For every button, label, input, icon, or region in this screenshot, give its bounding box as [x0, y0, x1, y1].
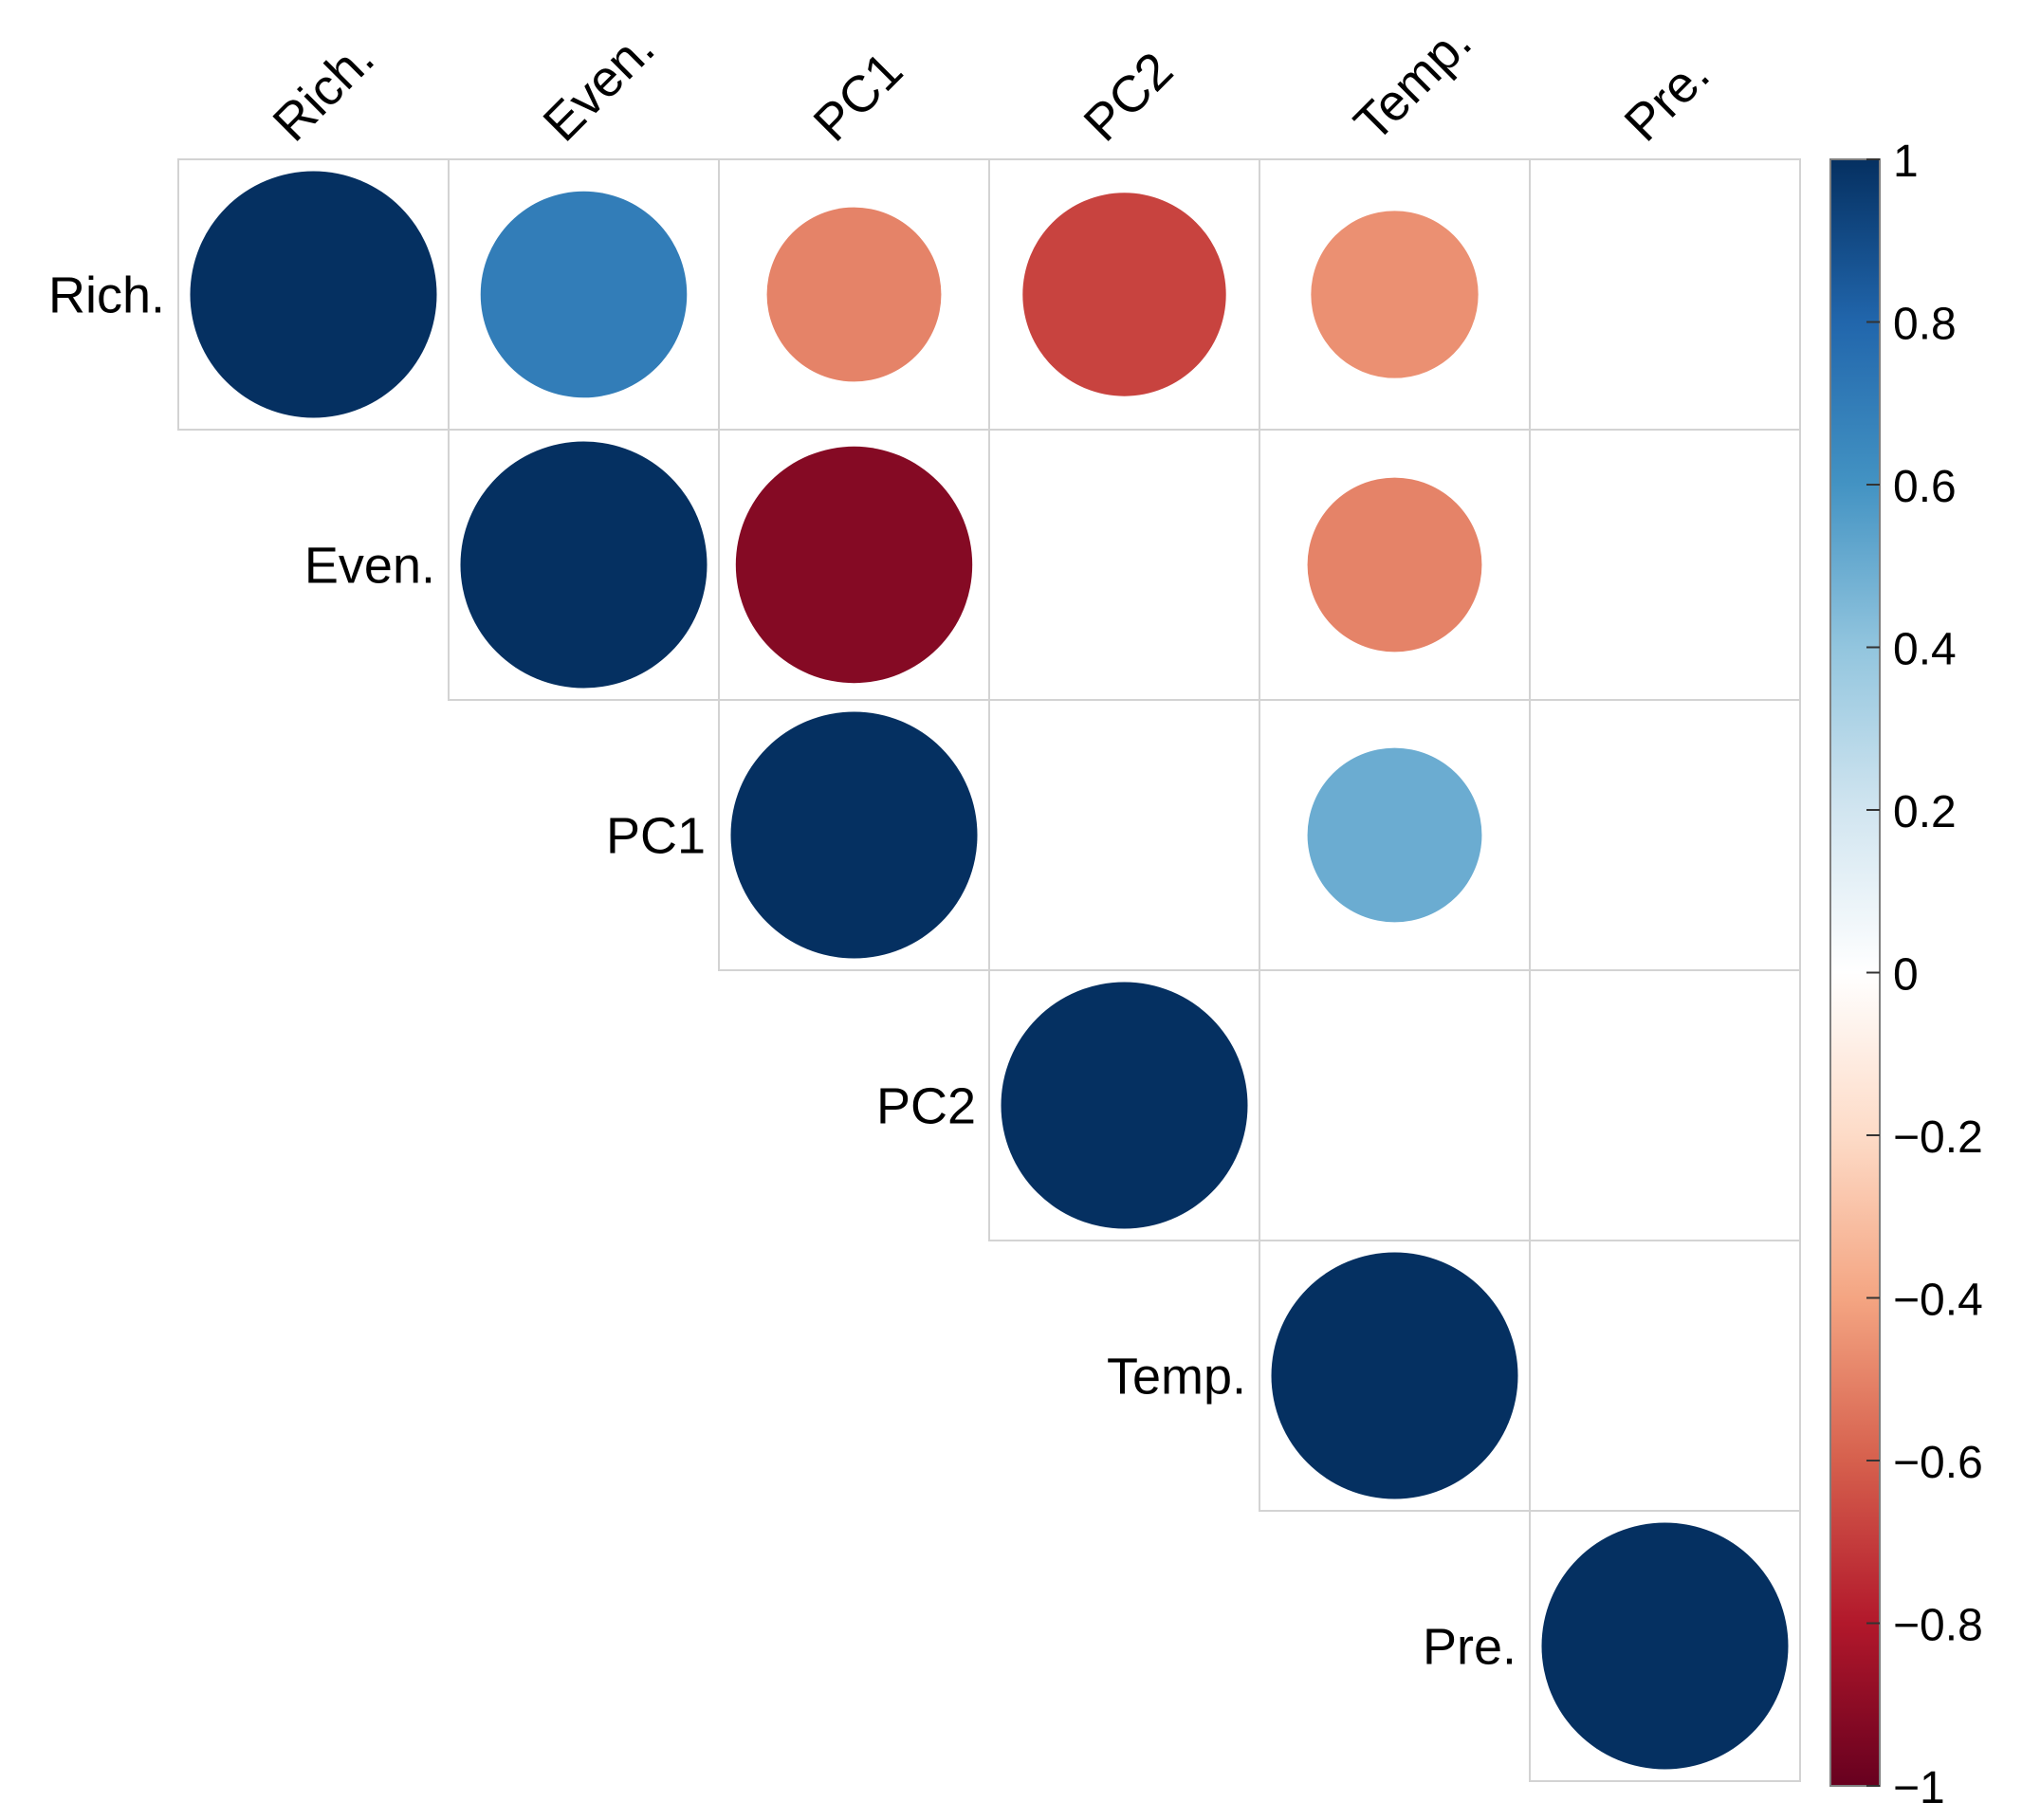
row-label-temp: Temp.	[1107, 1349, 1246, 1406]
colorbar-tick-label: −0.2	[1893, 1112, 1983, 1163]
grid-cell-1-3	[988, 429, 1260, 701]
col-label-pre: Pre.	[1614, 46, 1720, 152]
colorbar-tick-label: −0.4	[1893, 1276, 1983, 1326]
corr-circle-even-pc1	[735, 446, 973, 684]
corr-circle-pc2-pc2	[1001, 982, 1248, 1229]
grid	[177, 158, 1801, 1782]
row-label-even: Even.	[304, 538, 435, 595]
grid-cell-2-3	[988, 699, 1260, 971]
row-labels: Rich. Even. PC1 PC2 Temp. Pre.	[48, 267, 1516, 1676]
correlation-circles	[190, 171, 1789, 1770]
colorbar-ticks: 1 0.8 0.6 0.4 0.2 0 −0.2 −0.4 −0.6 −0.8 −1	[1866, 137, 1983, 1813]
grid-cell-4-5	[1529, 1240, 1801, 1512]
row-label-pre: Pre.	[1423, 1619, 1516, 1676]
grid-cell-3-5	[1529, 969, 1801, 1241]
col-label-even: Even.	[533, 19, 666, 152]
colorbar-tick-label: 0.8	[1893, 300, 1957, 350]
column-labels: Rich. Even. PC1 PC2 Temp. Pre.	[263, 13, 1720, 152]
col-label-pc2: PC2	[1074, 42, 1185, 153]
colorbar-tick-label: 0.6	[1893, 462, 1957, 512]
colorbar-tick-label: 0	[1893, 950, 1919, 1001]
colorbar-tick-label: −1	[1893, 1763, 1945, 1813]
grid-cell-0-5	[1529, 158, 1801, 431]
corr-circle-rich-pc2	[1022, 193, 1226, 396]
corr-circle-even-temp	[1307, 477, 1482, 653]
colorbar-tick-label: 0.2	[1893, 787, 1957, 837]
col-label-temp: Temp.	[1344, 13, 1482, 152]
colorbar-tick-label: 0.4	[1893, 625, 1957, 675]
row-label-rich: Rich.	[48, 267, 165, 324]
colorbar: 1 0.8 0.6 0.4 0.2 0 −0.2 −0.4 −0.6 −0.8 −1	[1829, 137, 1983, 1813]
corr-circle-rich-rich	[190, 171, 437, 418]
row-label-pc2: PC2	[876, 1078, 976, 1135]
corr-circle-pc1-temp	[1307, 747, 1482, 923]
grid-cell-1-5	[1529, 429, 1801, 701]
col-label-pc1: PC1	[803, 42, 914, 153]
corr-circle-even-even	[460, 441, 708, 689]
corr-circle-rich-even	[480, 191, 688, 398]
row-label-pc1: PC1	[606, 808, 706, 865]
corr-circle-rich-pc1	[766, 207, 942, 382]
corr-circle-pc1-pc1	[730, 711, 978, 959]
corr-circle-pre-pre	[1541, 1522, 1789, 1770]
grid-cell-2-5	[1529, 699, 1801, 971]
corr-circle-rich-temp	[1311, 211, 1479, 378]
colorbar-tick-label: −0.8	[1893, 1601, 1983, 1651]
colorbar-tick-label: −0.6	[1893, 1438, 1983, 1488]
colorbar-tick-label: 1	[1893, 137, 1919, 187]
grid-cell-5-5	[1529, 1510, 1801, 1782]
corr-circle-temp-temp	[1271, 1252, 1518, 1499]
grid-cell-3-4	[1259, 969, 1531, 1241]
col-label-rich: Rich.	[263, 29, 385, 152]
